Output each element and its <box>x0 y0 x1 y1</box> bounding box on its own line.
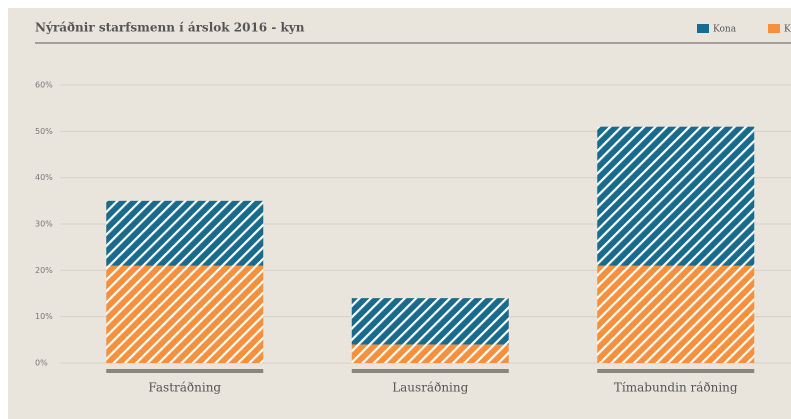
y-tick-label: 10% <box>35 312 53 321</box>
bar-segment <box>351 298 509 345</box>
x-tick-label: Tímabundin ráðning <box>614 381 738 395</box>
x-tick-label: Fastráðning <box>148 381 221 395</box>
y-tick-label: 20% <box>35 266 53 275</box>
legend-swatch <box>768 24 780 33</box>
y-tick-label: 30% <box>35 220 53 229</box>
y-tick-label: 60% <box>35 81 53 90</box>
bar-segment <box>597 265 755 363</box>
chart-title: Nýráðnir starfsmenn í árslok 2016 - kyn <box>35 21 305 35</box>
legend-swatch <box>697 24 709 33</box>
y-tick-label: 0% <box>35 359 48 368</box>
x-tick-label: Lausráðning <box>392 381 468 395</box>
bar-segment <box>106 265 264 363</box>
bar-segment <box>106 200 264 266</box>
bar-segment <box>351 344 509 363</box>
legend-label: Karl <box>784 25 791 35</box>
bar-segment <box>597 126 755 266</box>
y-tick-label: 50% <box>35 127 53 136</box>
legend-label: Kona <box>713 25 737 35</box>
y-tick-label: 40% <box>35 173 53 182</box>
